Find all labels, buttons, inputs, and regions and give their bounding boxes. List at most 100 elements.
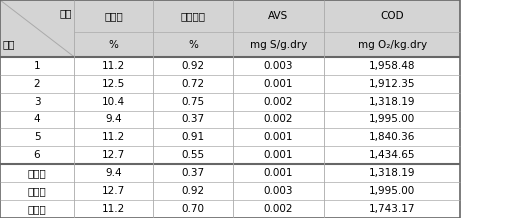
Bar — [324, 164, 460, 182]
Bar — [324, 182, 460, 200]
Text: 0.002: 0.002 — [264, 97, 293, 107]
Bar — [324, 111, 460, 128]
Text: 0.91: 0.91 — [181, 132, 204, 142]
Bar — [0, 93, 74, 111]
Bar — [324, 128, 460, 146]
Bar — [153, 200, 233, 218]
Text: 4: 4 — [34, 114, 40, 124]
Text: AVS: AVS — [268, 11, 289, 21]
Text: 11.2: 11.2 — [102, 61, 125, 71]
Bar — [153, 128, 233, 146]
Text: 3: 3 — [34, 97, 40, 107]
Text: 0.37: 0.37 — [181, 168, 204, 178]
Bar — [153, 164, 233, 182]
Text: mg S/g.dry: mg S/g.dry — [250, 39, 307, 49]
Text: 1,912.35: 1,912.35 — [369, 79, 415, 89]
Text: 0.003: 0.003 — [264, 61, 293, 71]
Bar — [324, 146, 460, 164]
Bar — [153, 182, 233, 200]
Text: 정점: 정점 — [3, 39, 15, 49]
Text: 1,318.19: 1,318.19 — [369, 97, 415, 107]
Text: %: % — [109, 39, 119, 49]
Bar — [233, 32, 324, 57]
Text: 0.37: 0.37 — [181, 114, 204, 124]
Text: 0.001: 0.001 — [264, 79, 293, 89]
Bar — [0, 57, 74, 75]
Bar — [153, 75, 233, 93]
Text: 0.001: 0.001 — [264, 132, 293, 142]
Bar — [233, 182, 324, 200]
Text: 2: 2 — [34, 79, 40, 89]
Text: 11.2: 11.2 — [102, 204, 125, 214]
Bar — [153, 32, 233, 57]
Text: 0.001: 0.001 — [264, 150, 293, 160]
Bar — [74, 93, 153, 111]
Text: 1,958.48: 1,958.48 — [369, 61, 415, 71]
Text: 0.92: 0.92 — [181, 61, 204, 71]
Bar — [0, 146, 74, 164]
Text: 1,995.00: 1,995.00 — [369, 114, 415, 124]
Bar — [74, 164, 153, 182]
Bar — [233, 0, 324, 32]
Text: 최소값: 최소값 — [28, 168, 47, 178]
Bar — [153, 93, 233, 111]
Text: 0.002: 0.002 — [264, 114, 293, 124]
Text: 1,743.17: 1,743.17 — [369, 204, 415, 214]
Bar — [0, 75, 74, 93]
Bar — [74, 128, 153, 146]
Bar — [0, 200, 74, 218]
Bar — [324, 32, 460, 57]
Text: 9.4: 9.4 — [105, 114, 122, 124]
Text: 1: 1 — [34, 61, 40, 71]
Bar — [324, 93, 460, 111]
Text: 1,434.65: 1,434.65 — [369, 150, 415, 160]
Text: 강열감량: 강열감량 — [180, 11, 205, 21]
Bar — [153, 111, 233, 128]
Text: 0.70: 0.70 — [181, 204, 204, 214]
Bar — [74, 200, 153, 218]
Bar — [153, 146, 233, 164]
Text: 5: 5 — [34, 132, 40, 142]
Bar — [233, 75, 324, 93]
Bar — [233, 111, 324, 128]
Bar — [233, 128, 324, 146]
Text: 1,840.36: 1,840.36 — [369, 132, 415, 142]
Bar — [74, 75, 153, 93]
Bar — [74, 146, 153, 164]
Text: 6: 6 — [34, 150, 40, 160]
Bar — [324, 200, 460, 218]
Text: 12.5: 12.5 — [102, 79, 125, 89]
Bar — [74, 32, 153, 57]
Text: 0.003: 0.003 — [264, 186, 293, 196]
Bar — [233, 146, 324, 164]
Bar — [0, 111, 74, 128]
Bar — [233, 93, 324, 111]
Bar — [233, 200, 324, 218]
Bar — [233, 57, 324, 75]
Bar — [153, 0, 233, 32]
Text: 12.7: 12.7 — [102, 150, 125, 160]
Bar — [233, 164, 324, 182]
Text: 함수율: 함수율 — [104, 11, 123, 21]
Bar — [74, 57, 153, 75]
Text: 10.4: 10.4 — [102, 97, 125, 107]
Text: 평균값: 평균값 — [28, 204, 47, 214]
Text: 0.72: 0.72 — [181, 79, 204, 89]
Text: %: % — [188, 39, 198, 49]
Text: 최대값: 최대값 — [28, 186, 47, 196]
Text: 항목: 항목 — [59, 8, 72, 18]
Bar — [0, 0, 74, 57]
Text: 1,995.00: 1,995.00 — [369, 186, 415, 196]
Text: 11.2: 11.2 — [102, 132, 125, 142]
Bar — [324, 0, 460, 32]
Text: 0.75: 0.75 — [181, 97, 204, 107]
Bar — [0, 164, 74, 182]
Text: 12.7: 12.7 — [102, 186, 125, 196]
Text: COD: COD — [380, 11, 404, 21]
Text: 1,318.19: 1,318.19 — [369, 168, 415, 178]
Bar — [324, 75, 460, 93]
Bar — [153, 57, 233, 75]
Text: mg O₂/kg.dry: mg O₂/kg.dry — [358, 39, 427, 49]
Bar — [324, 57, 460, 75]
Text: 0.001: 0.001 — [264, 168, 293, 178]
